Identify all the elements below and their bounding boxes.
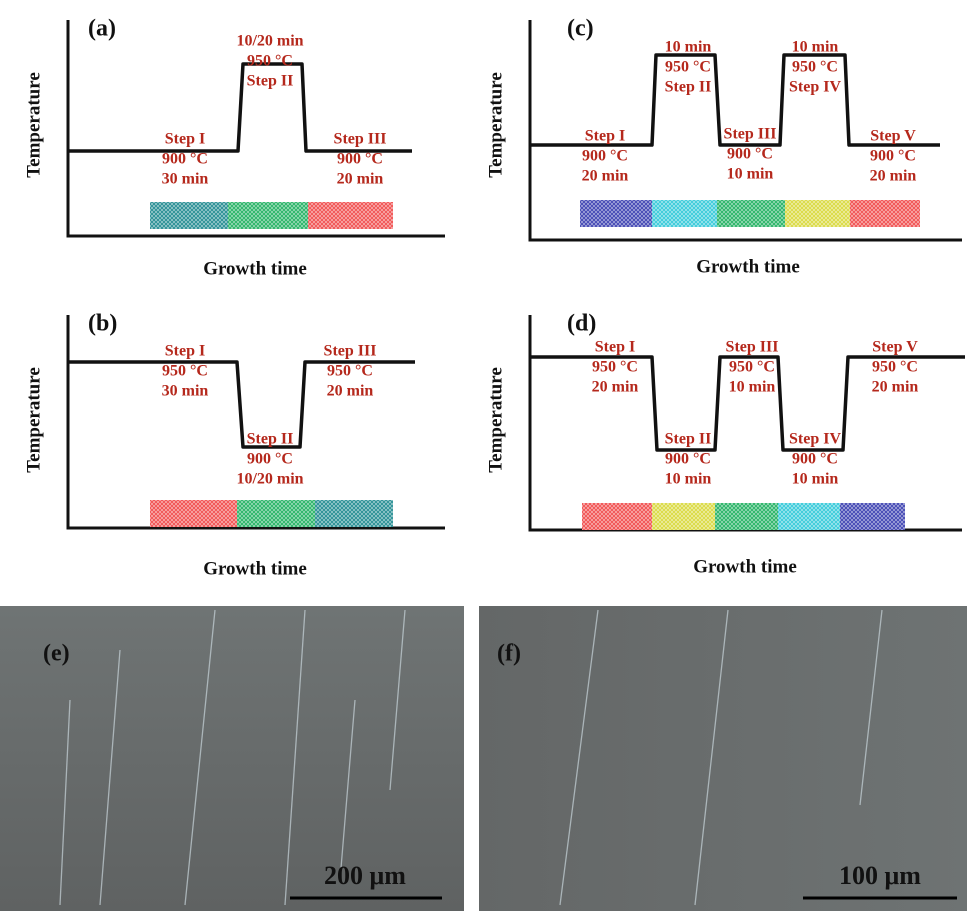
step-annotation: Step II xyxy=(665,431,712,448)
axes xyxy=(68,315,445,528)
mesh-overlay xyxy=(717,200,785,227)
mesh-overlay xyxy=(778,503,840,530)
x-axis-label: Growth time xyxy=(203,258,307,279)
figure: (a) Temperature Growth time Step I 900 °C 30 … xyxy=(0,0,967,911)
step-annotation: 950 °C xyxy=(872,359,918,376)
mesh-overlay xyxy=(715,503,778,530)
step-annotation: 900 °C xyxy=(727,146,773,163)
step-annotation: 10 min xyxy=(792,39,839,56)
step-annotation: 900 °C xyxy=(665,451,711,468)
step-annotation: 30 min xyxy=(162,171,209,188)
mesh-overlay xyxy=(150,500,237,527)
step-annotation: 950 °C xyxy=(729,359,775,376)
step-annotation: 20 min xyxy=(872,379,919,396)
scale-bar-label: 100 μm xyxy=(839,861,921,890)
step-annotation: Step V xyxy=(870,128,916,145)
step-annotation: 950 °C xyxy=(247,53,293,70)
scale-bar-label: 200 μm xyxy=(324,861,406,890)
y-axis-label: Temperature xyxy=(485,367,506,473)
step-annotation: 900 °C xyxy=(247,451,293,468)
mesh-overlay xyxy=(580,200,652,227)
panel-label: (a) xyxy=(88,16,116,42)
panel-label: (f) xyxy=(497,641,521,667)
step-annotation: 20 min xyxy=(337,171,384,188)
step-annotation: 20 min xyxy=(327,383,374,400)
panel-label: (b) xyxy=(88,311,117,337)
step-annotation: 20 min xyxy=(870,168,917,185)
step-annotation: 10/20 min xyxy=(236,471,303,488)
step-annotation: Step III xyxy=(334,131,387,148)
mesh-overlay xyxy=(850,200,920,227)
mesh-overlay xyxy=(150,202,228,229)
step-annotation: Step II xyxy=(247,431,294,448)
panel-label: (d) xyxy=(567,311,596,337)
step-annotation: 950 °C xyxy=(665,59,711,76)
step-annotation: 10 min xyxy=(727,166,774,183)
x-axis-label: Growth time xyxy=(693,556,797,577)
step-annotation: 20 min xyxy=(582,168,629,185)
step-annotation: Step III xyxy=(726,339,779,356)
step-annotation: Step I xyxy=(585,128,625,145)
step-annotation: Step V xyxy=(872,339,918,356)
y-axis-label: Temperature xyxy=(23,367,44,473)
step-annotation: Step III xyxy=(324,343,377,360)
mesh-overlay xyxy=(315,500,393,527)
panel-label: (e) xyxy=(43,641,70,667)
step-annotation: 900 °C xyxy=(792,451,838,468)
step-annotation: Step II xyxy=(665,79,712,96)
step-annotation: Step I xyxy=(165,131,205,148)
step-annotation: 900 °C xyxy=(870,148,916,165)
mesh-overlay xyxy=(308,202,393,229)
step-annotation: 950 °C xyxy=(162,363,208,380)
step-annotation: 10 min xyxy=(729,379,776,396)
step-annotation: Step III xyxy=(724,126,777,143)
mesh-overlay xyxy=(840,503,905,530)
mesh-overlay xyxy=(652,503,715,530)
step-annotation: 950 °C xyxy=(327,363,373,380)
step-annotation: Step IV xyxy=(789,79,841,96)
mesh-overlay xyxy=(228,202,308,229)
x-axis-label: Growth time xyxy=(203,558,307,579)
y-axis-label: Temperature xyxy=(23,72,44,178)
step-annotation: 900 °C xyxy=(162,151,208,168)
y-axis-label: Temperature xyxy=(485,72,506,178)
mesh-overlay xyxy=(237,500,315,527)
step-annotation: 10 min xyxy=(665,471,712,488)
step-annotation: 950 °C xyxy=(792,59,838,76)
step-annotation: Step II xyxy=(247,73,294,90)
step-annotation: 10 min xyxy=(665,39,712,56)
mesh-overlay xyxy=(582,503,652,530)
step-annotation: 30 min xyxy=(162,383,209,400)
mesh-overlay xyxy=(652,200,717,227)
step-annotation: 20 min xyxy=(592,379,639,396)
step-annotation: Step IV xyxy=(789,431,841,448)
panel-label: (c) xyxy=(567,16,594,42)
step-annotation: 900 °C xyxy=(582,148,628,165)
mesh-overlay xyxy=(785,200,850,227)
step-annotation: 950 °C xyxy=(592,359,638,376)
step-annotation: 10/20 min xyxy=(236,33,303,50)
step-annotation: 10 min xyxy=(792,471,839,488)
step-annotation: 900 °C xyxy=(337,151,383,168)
step-annotation: Step I xyxy=(165,343,205,360)
x-axis-label: Growth time xyxy=(696,256,800,277)
step-annotation: Step I xyxy=(595,339,635,356)
